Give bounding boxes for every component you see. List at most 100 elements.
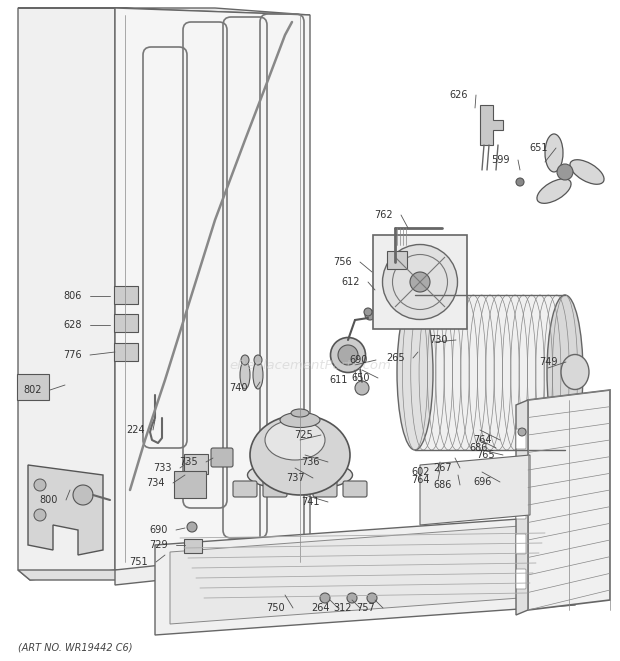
Text: 628: 628	[63, 320, 82, 330]
Ellipse shape	[253, 361, 263, 389]
Circle shape	[34, 479, 46, 491]
Text: 696: 696	[474, 477, 492, 487]
Circle shape	[367, 593, 377, 603]
Text: 651: 651	[529, 143, 548, 153]
Polygon shape	[516, 400, 528, 615]
Circle shape	[364, 308, 372, 316]
Ellipse shape	[280, 412, 320, 428]
Circle shape	[516, 178, 524, 186]
Ellipse shape	[240, 361, 250, 389]
FancyBboxPatch shape	[313, 481, 337, 497]
Text: 611: 611	[330, 375, 348, 385]
FancyBboxPatch shape	[343, 481, 367, 497]
Ellipse shape	[397, 295, 433, 450]
Circle shape	[410, 272, 430, 292]
Ellipse shape	[561, 354, 589, 389]
Text: 750: 750	[267, 603, 285, 613]
FancyBboxPatch shape	[114, 314, 138, 332]
Text: 312: 312	[334, 603, 352, 613]
Circle shape	[365, 310, 375, 320]
FancyBboxPatch shape	[17, 374, 49, 400]
Text: 737: 737	[286, 473, 305, 483]
Text: 626: 626	[450, 90, 468, 100]
Text: 764: 764	[412, 475, 430, 485]
Text: 802: 802	[24, 385, 42, 395]
Text: 740: 740	[229, 383, 248, 393]
Circle shape	[518, 458, 526, 466]
Circle shape	[518, 486, 526, 494]
Text: 690: 690	[350, 355, 368, 365]
Text: 733: 733	[154, 463, 172, 473]
Ellipse shape	[254, 355, 262, 365]
FancyBboxPatch shape	[184, 454, 208, 474]
Ellipse shape	[537, 178, 571, 204]
Circle shape	[518, 428, 526, 436]
Polygon shape	[18, 8, 115, 580]
Text: 650: 650	[352, 373, 370, 383]
Circle shape	[320, 593, 330, 603]
Ellipse shape	[250, 415, 350, 495]
FancyBboxPatch shape	[114, 286, 138, 304]
Text: 599: 599	[492, 155, 510, 165]
FancyBboxPatch shape	[211, 448, 233, 467]
Text: 690: 690	[149, 525, 168, 535]
Polygon shape	[480, 105, 503, 145]
Ellipse shape	[241, 355, 249, 365]
Text: 765: 765	[476, 450, 495, 460]
Circle shape	[34, 509, 46, 521]
Ellipse shape	[265, 420, 325, 460]
Text: 612: 612	[342, 277, 360, 287]
Ellipse shape	[291, 409, 309, 417]
FancyBboxPatch shape	[516, 569, 526, 589]
Polygon shape	[115, 520, 580, 585]
Ellipse shape	[338, 345, 358, 365]
Text: 736: 736	[301, 457, 320, 467]
Text: 800: 800	[40, 495, 58, 505]
Text: 686: 686	[469, 443, 488, 453]
FancyBboxPatch shape	[233, 481, 257, 497]
Text: 741: 741	[301, 497, 320, 507]
FancyBboxPatch shape	[516, 464, 526, 484]
FancyBboxPatch shape	[174, 471, 206, 498]
Text: 734: 734	[146, 478, 165, 488]
Ellipse shape	[247, 460, 353, 490]
Text: 267: 267	[433, 463, 452, 473]
Polygon shape	[28, 465, 103, 555]
Bar	[415, 295, 565, 450]
Text: 751: 751	[130, 557, 148, 567]
Text: 764: 764	[474, 435, 492, 445]
Ellipse shape	[545, 134, 563, 172]
Text: 729: 729	[149, 540, 168, 550]
FancyBboxPatch shape	[184, 539, 202, 553]
Polygon shape	[18, 570, 310, 580]
Ellipse shape	[547, 295, 583, 450]
Text: 725: 725	[294, 430, 313, 440]
Text: 756: 756	[334, 257, 352, 267]
Circle shape	[187, 522, 197, 532]
FancyBboxPatch shape	[114, 343, 138, 361]
Text: 730: 730	[430, 335, 448, 345]
Text: 602: 602	[412, 467, 430, 477]
FancyBboxPatch shape	[373, 235, 467, 329]
Ellipse shape	[383, 245, 458, 319]
Ellipse shape	[73, 485, 93, 505]
Text: 806: 806	[64, 291, 82, 301]
Polygon shape	[18, 8, 310, 15]
Circle shape	[347, 593, 357, 603]
Text: 264: 264	[311, 603, 330, 613]
Text: eReplacementParts.com: eReplacementParts.com	[229, 358, 391, 371]
Text: 776: 776	[63, 350, 82, 360]
Polygon shape	[420, 455, 530, 525]
Ellipse shape	[330, 338, 366, 373]
Text: 265: 265	[386, 353, 405, 363]
Polygon shape	[528, 390, 610, 610]
FancyBboxPatch shape	[516, 534, 526, 554]
FancyBboxPatch shape	[516, 499, 526, 519]
Text: (ART NO. WR19442 C6): (ART NO. WR19442 C6)	[18, 643, 133, 653]
Text: 757: 757	[356, 603, 375, 613]
Text: 686: 686	[433, 480, 452, 490]
FancyBboxPatch shape	[263, 481, 287, 497]
Text: 224: 224	[126, 425, 145, 435]
Text: 735: 735	[179, 457, 198, 467]
Polygon shape	[115, 8, 310, 570]
